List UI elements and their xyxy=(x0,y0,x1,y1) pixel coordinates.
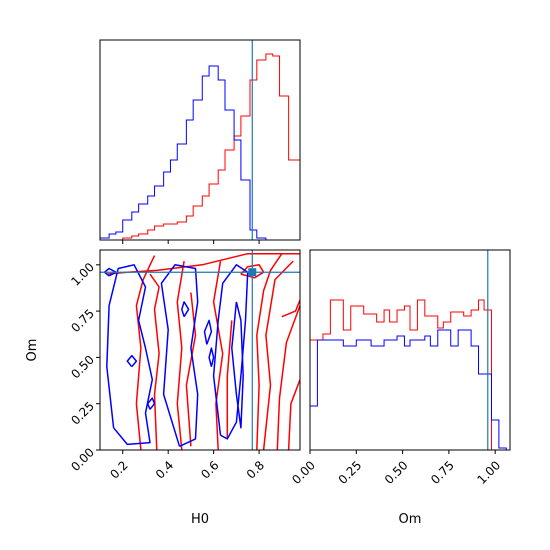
om-histogram-series xyxy=(310,250,507,450)
contour-x-tick-label-3: 0.8 xyxy=(244,458,267,481)
contour-x-tick-label-1: 0.4 xyxy=(153,458,176,481)
contour-truth-marker xyxy=(248,268,257,277)
contour-panel: 0.2 0.4 0.6 0.8 0.00 0.25 0.50 0.75 1.00 xyxy=(68,249,301,482)
contour-blue-1 xyxy=(160,264,199,447)
contour-x-tick-label-0: 0.2 xyxy=(107,458,130,481)
contour-series xyxy=(100,250,300,450)
om-hist-x-tick-label-1: 0.25 xyxy=(336,458,365,487)
contour-y-tick-label-4: 1.00 xyxy=(68,260,97,289)
contour-blue-0 xyxy=(106,264,154,446)
contour-blue-5 xyxy=(208,347,215,367)
contour-red-6 xyxy=(226,320,233,439)
contour-y-tick-label-0: 0.00 xyxy=(68,445,97,474)
contour-blue-7 xyxy=(103,267,117,277)
y-axis-label-om: Om xyxy=(25,339,40,362)
contour-frame xyxy=(99,249,301,451)
om-hist-x-tick-label-4: 1.00 xyxy=(474,458,503,487)
contour-y-tick-label-1: 0.25 xyxy=(68,399,97,428)
contour-red-11 xyxy=(281,299,300,318)
om-histogram-frame xyxy=(309,249,511,451)
contour-blue-4 xyxy=(203,319,213,345)
h0-hist-blue-step xyxy=(100,65,300,240)
om-histogram-panel: 0.00 0.25 0.50 0.75 1.00 xyxy=(289,249,511,487)
h0-hist-red-step xyxy=(100,53,300,240)
om-hist-red-step xyxy=(310,299,507,450)
x-axis-label-om: Om xyxy=(399,512,422,527)
contour-blue-3 xyxy=(231,301,244,429)
contour-blue-6 xyxy=(146,397,156,410)
om-hist-x-tick-label-2: 0.50 xyxy=(382,458,411,487)
contour-red-3 xyxy=(176,260,185,450)
h0-histogram-frame xyxy=(99,39,301,241)
contour-y-ticks: 0.00 0.25 0.50 0.75 1.00 xyxy=(68,260,100,474)
contour-red-8 xyxy=(262,260,294,450)
h0-histogram-ticks xyxy=(122,240,260,244)
contour-red-2 xyxy=(149,273,160,450)
contour-x-tick-label-2: 0.6 xyxy=(198,458,221,481)
contour-red-4 xyxy=(185,292,197,447)
contour-red-10 xyxy=(287,379,300,450)
om-hist-x-tick-label-3: 0.75 xyxy=(428,458,457,487)
contour-blue-9 xyxy=(181,301,190,318)
contour-red-1 xyxy=(135,255,156,450)
contour-red-5 xyxy=(212,260,224,450)
h0-histogram-panel xyxy=(99,39,301,244)
contour-y-tick-label-2: 0.50 xyxy=(68,353,97,382)
om-hist-x-tick-label-0: 0.00 xyxy=(289,458,318,487)
om-hist-blue-step xyxy=(310,329,507,450)
contour-x-ticks: 0.2 0.4 0.6 0.8 xyxy=(107,450,267,482)
contour-red-7 xyxy=(256,253,283,450)
h0-histogram-series xyxy=(100,40,300,240)
contour-blue-8 xyxy=(126,354,138,368)
contour-y-tick-label-3: 0.75 xyxy=(68,306,97,335)
om-histogram-x-ticks: 0.00 0.25 0.50 0.75 1.00 xyxy=(289,450,503,487)
contour-red-9 xyxy=(276,305,300,450)
x-axis-label-h0: H0 xyxy=(191,512,209,527)
